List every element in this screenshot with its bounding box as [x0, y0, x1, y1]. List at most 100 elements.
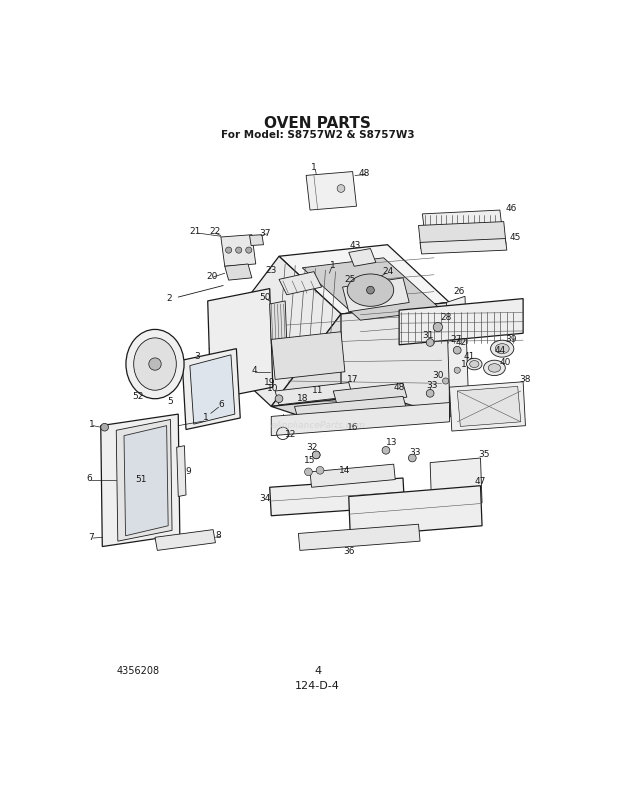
Circle shape [236, 247, 242, 253]
Text: 18: 18 [296, 394, 308, 403]
Text: 4: 4 [251, 366, 257, 375]
Text: 41: 41 [463, 352, 474, 361]
Polygon shape [100, 414, 180, 547]
Text: 1: 1 [330, 261, 336, 270]
Text: OVEN PARTS: OVEN PARTS [264, 117, 371, 132]
Polygon shape [208, 288, 273, 400]
Circle shape [443, 378, 449, 384]
Text: 44: 44 [495, 346, 507, 355]
Polygon shape [182, 348, 241, 429]
Polygon shape [177, 446, 186, 496]
Text: 14: 14 [339, 466, 350, 475]
Circle shape [409, 454, 416, 462]
Ellipse shape [347, 274, 394, 307]
Text: 51: 51 [135, 475, 147, 484]
Polygon shape [249, 235, 264, 246]
Polygon shape [422, 210, 502, 233]
Polygon shape [418, 221, 506, 248]
Polygon shape [306, 172, 356, 210]
Text: 10: 10 [267, 385, 278, 393]
Circle shape [454, 367, 460, 374]
Circle shape [337, 184, 345, 192]
Polygon shape [348, 248, 376, 266]
Text: 11: 11 [312, 386, 324, 395]
Circle shape [453, 347, 461, 354]
Ellipse shape [134, 338, 176, 390]
Polygon shape [221, 235, 255, 266]
Text: 52: 52 [132, 392, 144, 401]
Polygon shape [298, 524, 420, 550]
Text: 36: 36 [343, 548, 355, 556]
Polygon shape [279, 245, 450, 314]
Text: 28: 28 [440, 314, 451, 322]
Text: 3: 3 [195, 352, 200, 361]
Text: 33: 33 [427, 381, 438, 390]
Text: 5: 5 [167, 396, 174, 406]
Polygon shape [399, 299, 523, 345]
Polygon shape [450, 381, 526, 431]
Ellipse shape [126, 329, 184, 399]
Polygon shape [294, 396, 407, 420]
Text: 1: 1 [203, 414, 208, 422]
Circle shape [427, 339, 434, 347]
Polygon shape [224, 264, 252, 280]
Polygon shape [270, 478, 404, 516]
Text: 42: 42 [456, 338, 467, 347]
Polygon shape [446, 296, 469, 416]
Text: 16: 16 [347, 422, 358, 432]
Text: 45: 45 [510, 232, 521, 241]
Text: 48: 48 [358, 169, 370, 178]
Text: 19: 19 [264, 378, 275, 387]
Circle shape [304, 468, 312, 476]
Polygon shape [270, 301, 286, 344]
Polygon shape [303, 258, 441, 320]
Polygon shape [210, 256, 341, 407]
Ellipse shape [467, 359, 482, 370]
Text: 34: 34 [259, 493, 271, 503]
Text: 1: 1 [311, 163, 317, 173]
Polygon shape [272, 395, 450, 429]
Polygon shape [310, 464, 396, 487]
Polygon shape [458, 386, 521, 426]
Text: 6: 6 [218, 400, 224, 410]
Text: 22: 22 [210, 227, 221, 236]
Text: 9: 9 [185, 467, 191, 477]
Text: 4356208: 4356208 [117, 666, 159, 675]
Circle shape [312, 451, 320, 459]
Text: 27: 27 [450, 335, 461, 344]
Text: 32: 32 [306, 443, 317, 452]
Text: 21: 21 [190, 227, 201, 236]
Text: 13: 13 [386, 438, 397, 447]
Text: 38: 38 [519, 375, 531, 384]
Polygon shape [272, 332, 345, 380]
Text: 4: 4 [314, 666, 321, 675]
Text: 37: 37 [259, 229, 271, 238]
Text: 1: 1 [461, 359, 466, 369]
Circle shape [312, 451, 320, 459]
Polygon shape [272, 303, 450, 407]
Text: For Model: S8757W2 & S8757W3: For Model: S8757W2 & S8757W3 [221, 129, 415, 139]
Text: 20: 20 [206, 272, 218, 281]
Polygon shape [155, 530, 216, 550]
Text: 25: 25 [345, 275, 356, 284]
Text: 35: 35 [479, 451, 490, 459]
Ellipse shape [495, 344, 509, 354]
Circle shape [100, 423, 108, 431]
Ellipse shape [490, 340, 514, 357]
Text: 15: 15 [304, 455, 316, 465]
Text: 48: 48 [394, 383, 405, 392]
Text: 39: 39 [506, 335, 517, 344]
Text: 17: 17 [347, 375, 358, 384]
Text: 2: 2 [166, 294, 172, 303]
Polygon shape [342, 278, 409, 312]
Text: 1: 1 [89, 420, 94, 429]
Polygon shape [341, 303, 449, 429]
Circle shape [246, 247, 252, 253]
Polygon shape [117, 419, 172, 541]
Text: 124-D-4: 124-D-4 [295, 681, 340, 691]
Text: 6: 6 [86, 474, 92, 482]
Circle shape [226, 247, 232, 253]
Text: eApplianceParts.com: eApplianceParts.com [270, 421, 365, 430]
Text: 24: 24 [382, 267, 393, 276]
Ellipse shape [470, 361, 479, 367]
